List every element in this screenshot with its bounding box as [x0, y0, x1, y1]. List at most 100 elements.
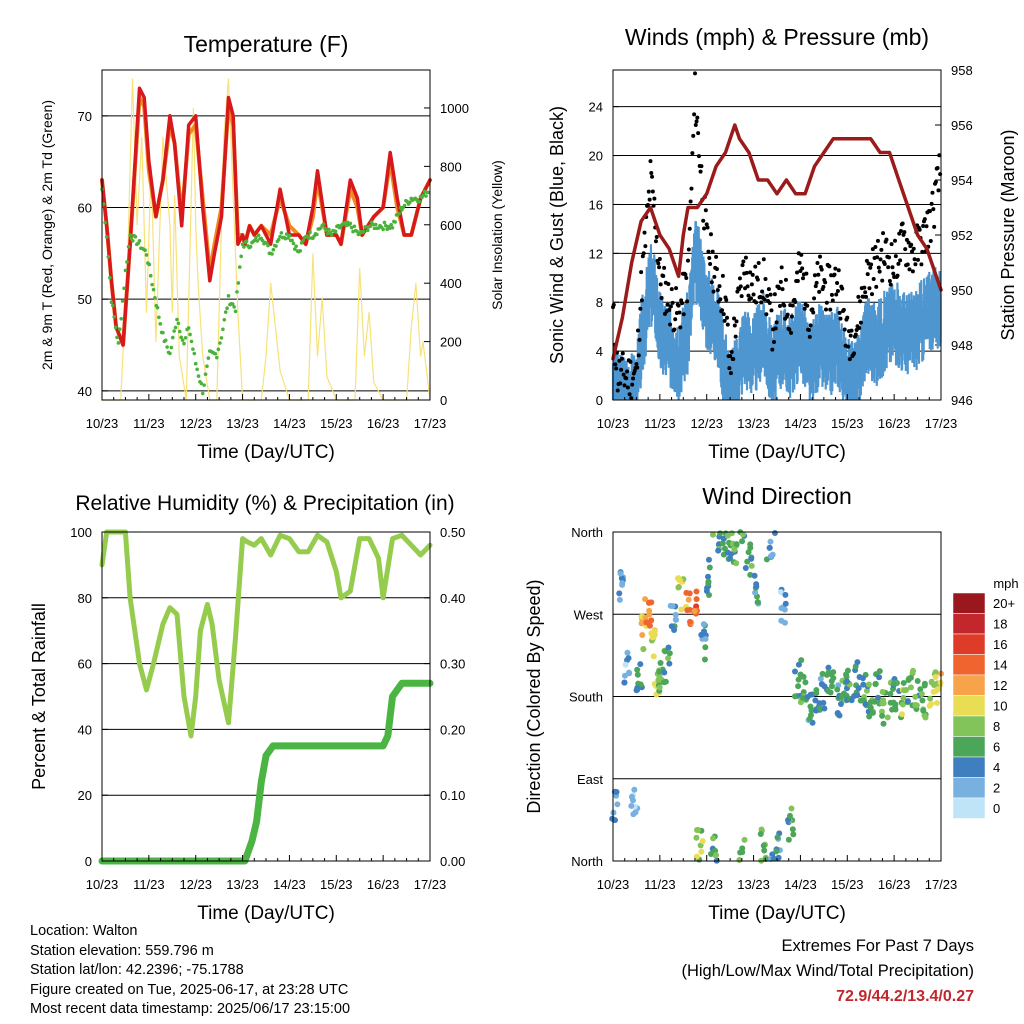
dir-point	[875, 694, 882, 701]
gust-point	[619, 367, 624, 372]
dewpoint-point	[193, 361, 198, 366]
dir-point	[698, 848, 705, 855]
gust-point	[865, 272, 870, 277]
colorbar-label: 20+	[993, 596, 1015, 611]
dewpoint-point	[244, 239, 249, 244]
gust-point	[706, 249, 711, 254]
dewpoint-point	[120, 299, 125, 303]
gust-point	[770, 347, 775, 352]
gust-point	[637, 337, 642, 342]
dir-point	[619, 580, 626, 587]
dewpoint-point	[163, 338, 168, 343]
gust-point	[727, 366, 732, 371]
gust-point	[714, 266, 719, 271]
dewpoint-point	[189, 339, 194, 344]
gust-point	[882, 261, 887, 266]
gust-point	[773, 326, 778, 331]
extremes-values: 72.9/44.2/13.4/0.27	[836, 988, 974, 1005]
dir-point	[628, 802, 635, 809]
dir-point	[705, 573, 712, 580]
gust-point	[768, 292, 773, 297]
temp-xtick-label: 15/23	[320, 416, 353, 431]
dewpoint-point	[108, 275, 112, 280]
dewpoint-point	[213, 351, 218, 356]
dir-point	[921, 680, 928, 687]
gust-point	[681, 312, 686, 317]
temp-xaxis-label: Time (Day/UTC)	[197, 442, 335, 463]
gust-point	[753, 264, 758, 269]
gust-point	[902, 230, 907, 235]
gust-point	[677, 310, 682, 315]
dewpoint-point	[301, 238, 305, 243]
gust-point	[670, 300, 675, 305]
dewpoint-point	[417, 199, 422, 204]
dir-point	[705, 578, 712, 585]
dewpoint-point	[355, 229, 359, 234]
dir-point	[691, 608, 698, 615]
gust-point	[732, 316, 737, 321]
gust-point	[725, 322, 730, 327]
dir-point	[866, 713, 873, 720]
gust-point	[618, 381, 623, 386]
dir-point	[700, 621, 707, 628]
gust-point	[653, 239, 658, 244]
dewpoint-point	[177, 329, 182, 334]
dir-point	[751, 572, 758, 579]
dir-xaxis-label: Time (Day/UTC)	[708, 903, 846, 924]
dir-point	[752, 589, 759, 596]
winds-xtick-label: 15/23	[831, 416, 864, 431]
dir-xtick-label: 10/23	[597, 877, 630, 892]
gust-point	[680, 301, 685, 306]
station-elevation: Station elevation: 559.796 m	[30, 942, 214, 959]
gust-point	[625, 385, 630, 390]
dir-point	[892, 704, 899, 711]
station-location: Location: Walton	[30, 923, 138, 939]
dir-point	[617, 570, 624, 577]
dir-point	[830, 675, 837, 682]
gust-point	[834, 292, 839, 297]
gust-point	[924, 224, 929, 229]
gust-point	[887, 255, 892, 260]
temp-ytick-label: 60	[78, 201, 92, 216]
gust-point	[627, 392, 632, 397]
dir-point	[912, 701, 919, 708]
dir-point	[824, 688, 831, 695]
dir-xtick-label: 17/23	[925, 877, 958, 892]
dir-point	[773, 848, 780, 855]
colorbar-unit: mph	[993, 576, 1018, 591]
gust-point	[638, 306, 643, 311]
winds-xtick-label: 17/23	[925, 416, 958, 431]
dewpoint-point	[196, 374, 201, 378]
dir-point	[854, 692, 861, 699]
dir-point	[733, 560, 740, 567]
dewpoint-point	[292, 247, 297, 251]
colorbar-label: 6	[993, 740, 1000, 755]
dir-point	[871, 698, 878, 705]
dewpoint-point	[254, 235, 258, 240]
dir-point	[887, 690, 894, 697]
dir-ytick-label: North	[571, 854, 603, 869]
gust-point	[693, 123, 698, 128]
rh-xtick-label: 17/23	[414, 877, 447, 892]
gust-point	[932, 224, 937, 229]
rh-y2tick-label: 0.30	[440, 657, 465, 672]
dewpoint-point	[321, 222, 326, 226]
dir-point	[777, 589, 784, 596]
dewpoint-point	[352, 224, 357, 229]
dewpoint-point	[349, 225, 354, 230]
gust-point	[824, 300, 829, 305]
figure-created: Figure created on Tue, 2025-06-17, at 23…	[30, 981, 349, 998]
dir-point	[728, 530, 735, 537]
temp-title: Temperature (F)	[184, 31, 349, 57]
gust-point	[651, 203, 656, 208]
dir-point	[859, 675, 866, 682]
dewpoint-point	[157, 315, 161, 320]
gust-point	[668, 304, 673, 309]
winds-y2tick-label: 946	[951, 393, 973, 408]
dewpoint-point	[348, 221, 353, 226]
dewpoint-point	[294, 244, 298, 249]
colorbar-swatch	[952, 613, 986, 635]
dir-point	[919, 697, 926, 704]
gust-point	[800, 266, 805, 271]
gust-point	[777, 304, 782, 309]
